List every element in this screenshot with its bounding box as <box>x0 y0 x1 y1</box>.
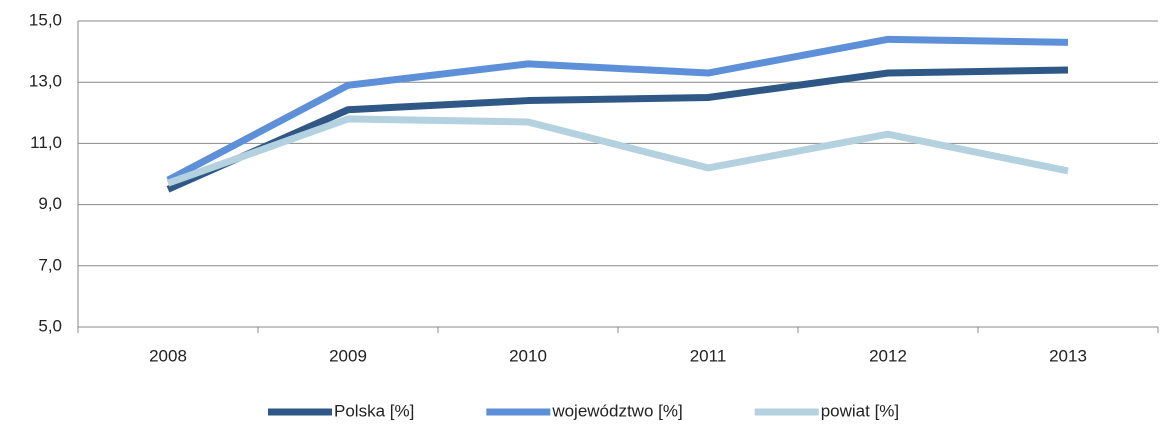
series-line <box>166 35 1069 184</box>
x-tick-label: 2010 <box>509 346 547 365</box>
x-tick-label: 2008 <box>149 346 187 365</box>
legend-label: powiat [%] <box>821 401 899 420</box>
legend-label: Polska [%] <box>334 401 414 420</box>
series-line <box>166 66 1069 193</box>
x-tick-label: 2009 <box>329 346 367 365</box>
x-tick-label: 2013 <box>1049 346 1087 365</box>
x-tick-label: 2012 <box>869 346 907 365</box>
y-tick-label: 13,0 <box>29 72 62 91</box>
y-tick-label: 11,0 <box>30 133 62 152</box>
y-tick-label: 15,0 <box>29 10 62 29</box>
y-tick-label: 9,0 <box>38 194 62 213</box>
legend-label: województwo [%] <box>551 401 682 420</box>
y-tick-label: 7,0 <box>38 255 62 274</box>
x-tick-label: 2011 <box>690 346 727 365</box>
y-tick-label: 5,0 <box>38 316 62 335</box>
series-line <box>166 115 1069 187</box>
